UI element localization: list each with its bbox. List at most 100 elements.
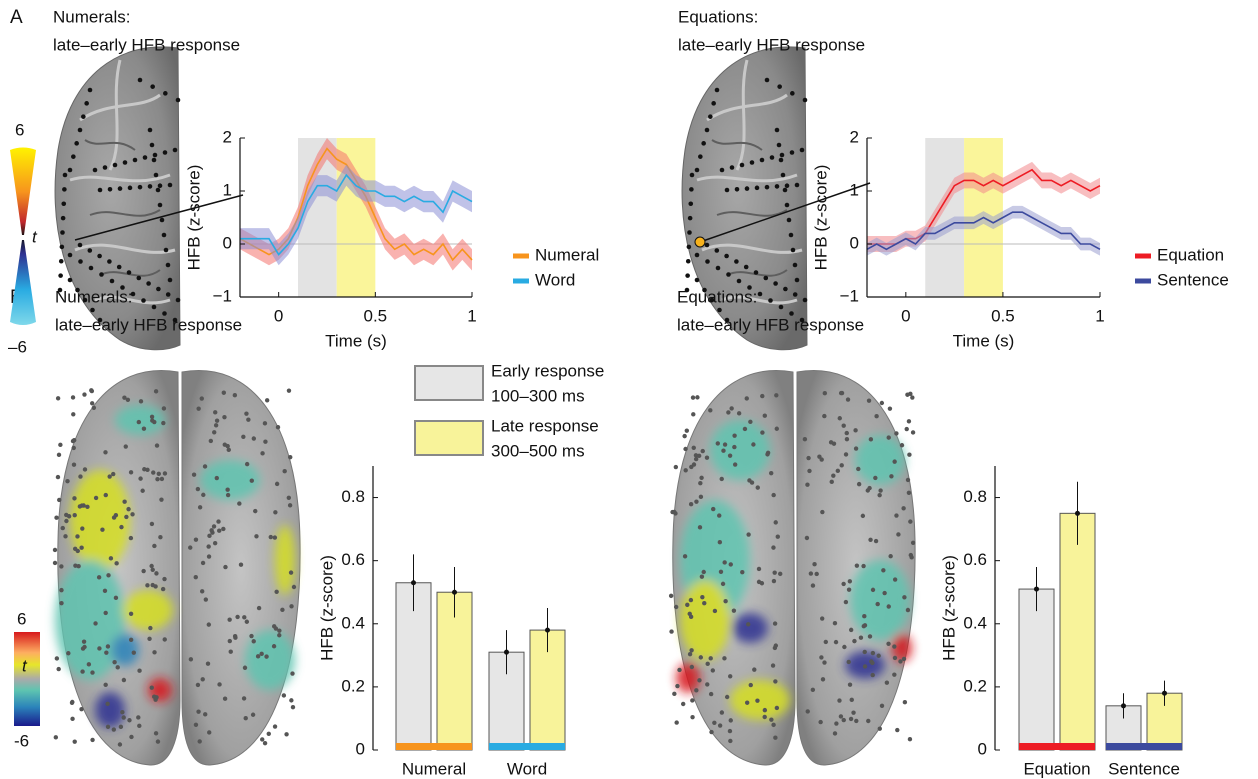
electrode — [700, 594, 705, 600]
electrode — [70, 716, 75, 722]
electrode — [167, 182, 173, 188]
electrode — [770, 663, 776, 668]
electrode — [685, 258, 691, 264]
electrode — [75, 287, 80, 293]
electrode — [747, 285, 752, 290]
electrode — [898, 659, 903, 664]
electrode — [71, 445, 76, 451]
electrode — [97, 253, 102, 259]
legend-label: Numeral — [535, 245, 599, 264]
electrode — [805, 482, 810, 487]
electrode — [260, 451, 265, 456]
electrode — [117, 742, 123, 747]
electrode — [145, 583, 150, 588]
y-axis-label: HFB (z-score) — [184, 165, 203, 271]
x-tick-label: Equation — [1023, 759, 1090, 778]
electrode — [820, 677, 826, 682]
electrode — [152, 650, 157, 655]
electrode — [846, 659, 851, 665]
electrode — [812, 561, 817, 567]
electrode — [81, 114, 86, 119]
electrode — [764, 77, 770, 83]
electrode — [227, 617, 232, 622]
electrode — [879, 400, 885, 406]
electrode — [886, 435, 891, 440]
y-tick-label: 0.8 — [341, 487, 365, 506]
electrode — [740, 569, 745, 575]
electrode — [156, 286, 161, 292]
electrode — [86, 662, 92, 667]
electrode — [699, 475, 704, 480]
electrode — [714, 248, 720, 253]
electrode — [137, 184, 143, 190]
electrode — [858, 635, 864, 640]
electrode — [777, 84, 782, 89]
electrode — [103, 492, 108, 498]
electrode — [910, 540, 916, 545]
electrode — [82, 297, 88, 303]
electrode — [121, 715, 126, 720]
electrode — [828, 440, 834, 445]
electrode — [162, 576, 167, 582]
electrode — [235, 614, 240, 620]
bar-mean-dot — [1121, 703, 1126, 709]
error-band — [240, 138, 472, 271]
electrode — [689, 172, 695, 178]
electrode — [846, 587, 852, 592]
electrode — [805, 709, 810, 714]
electrode — [159, 217, 165, 223]
electrode — [162, 637, 167, 642]
brain-ventral — [672, 370, 916, 766]
electrode — [82, 644, 87, 650]
electrode — [907, 452, 912, 457]
electrode — [72, 496, 77, 501]
electrode — [669, 629, 674, 634]
category-color — [489, 743, 565, 750]
y-tick-label: 0.6 — [341, 550, 365, 569]
electrode — [56, 452, 62, 458]
electrode — [819, 457, 824, 462]
electrode — [704, 455, 710, 460]
electrode — [212, 430, 217, 435]
electrode — [726, 272, 731, 277]
electrode — [256, 605, 262, 611]
electrode — [687, 230, 692, 235]
electrode — [70, 438, 76, 444]
electrode — [151, 470, 156, 475]
y-tick-label: 2 — [850, 127, 859, 146]
electrode — [64, 518, 69, 524]
electrode — [808, 571, 814, 576]
electrode — [162, 150, 168, 155]
electrode — [79, 706, 84, 712]
electrode — [688, 597, 694, 603]
electrode — [52, 560, 58, 566]
electrode — [244, 619, 250, 624]
electrode — [70, 395, 76, 400]
electrode — [289, 604, 294, 609]
bar-mean-dot — [1162, 690, 1167, 696]
electrode — [722, 442, 728, 447]
electrode — [870, 650, 876, 656]
electrode — [687, 611, 692, 617]
y-tick-label: 0 — [978, 739, 987, 758]
electrode — [107, 474, 112, 479]
electrode — [786, 217, 792, 223]
legend-label: Word — [535, 270, 575, 289]
electrode — [831, 473, 836, 478]
electrode — [243, 716, 248, 721]
electrode — [282, 469, 287, 474]
electrode — [67, 277, 73, 283]
electrode — [172, 147, 178, 153]
electrode — [755, 698, 760, 703]
electrode — [117, 186, 123, 191]
electrode — [112, 162, 118, 168]
electrode — [196, 406, 201, 411]
electrode — [687, 215, 693, 221]
electrode — [769, 717, 774, 722]
electrode — [854, 563, 860, 568]
x-tick-label: 0.5 — [364, 306, 388, 325]
electrode — [90, 307, 95, 313]
series-line — [240, 173, 473, 256]
electrode — [731, 608, 737, 613]
electrode — [778, 304, 784, 310]
